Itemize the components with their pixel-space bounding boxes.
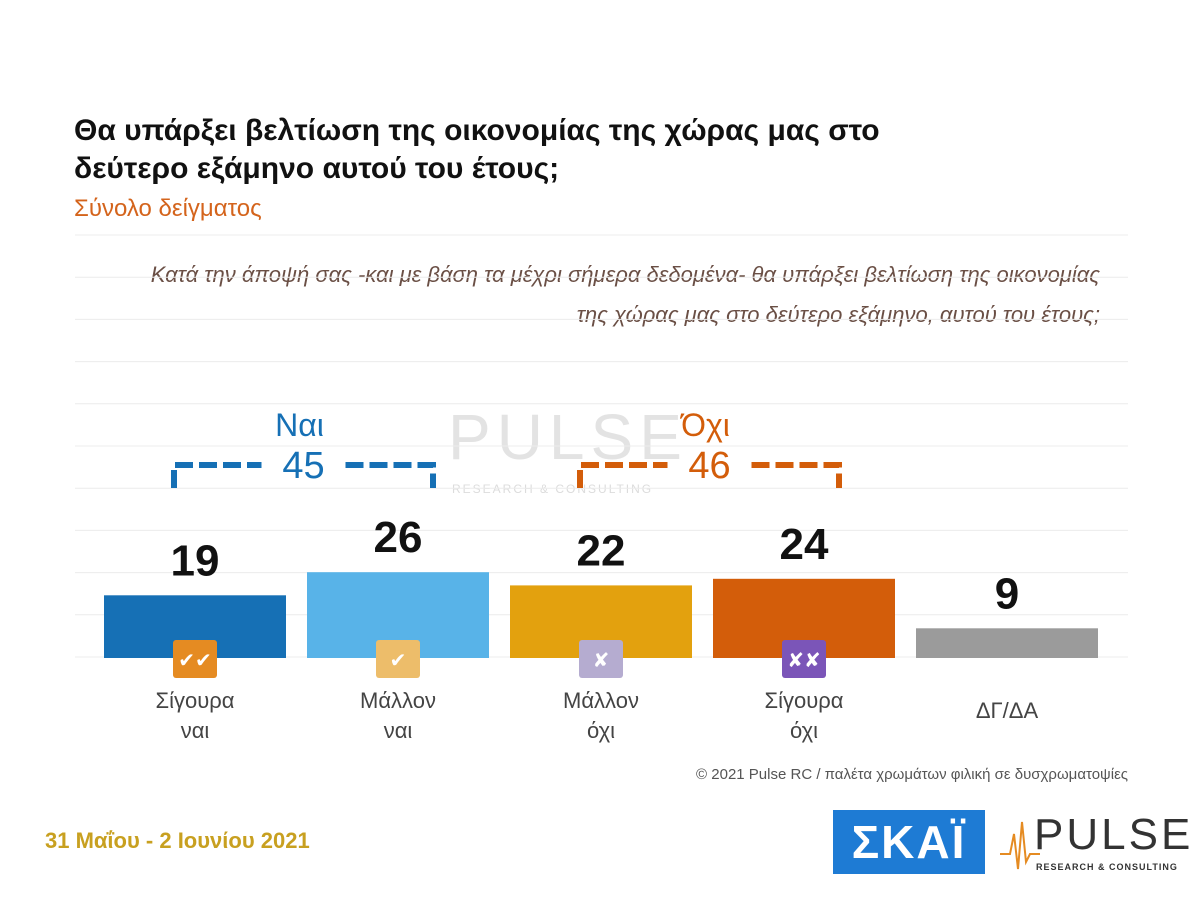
pulse-logo: PULSE RESEARCH & CONSULTING xyxy=(1000,810,1190,880)
cross-icon-glyph: ✘ xyxy=(593,648,610,672)
check-icon-glyph: ✔ xyxy=(390,648,407,672)
category-label: Σίγουρα xyxy=(765,688,844,713)
category-label: όχι xyxy=(790,718,818,743)
data-label: 26 xyxy=(374,513,423,562)
skai-logo: ΣΚΑΪ xyxy=(833,810,985,874)
pulse-watermark-tagline: RESEARCH & CONSULTING xyxy=(452,482,654,496)
double-check-icon xyxy=(173,640,217,678)
group-total: 45 xyxy=(282,445,324,487)
group-bracket-left xyxy=(171,462,262,488)
check-icon xyxy=(376,640,420,678)
pulse-logo-tagline: RESEARCH & CONSULTING xyxy=(1036,862,1178,872)
data-label: 9 xyxy=(995,569,1019,618)
category-label: όχι xyxy=(587,718,615,743)
category-label: Μάλλον xyxy=(360,688,436,713)
pulse-heartbeat-icon xyxy=(1000,821,1040,870)
double-cross-icon-glyph: ✘✘ xyxy=(787,648,821,672)
group-bracket-left xyxy=(577,462,668,488)
pulse-logo-word: PULSE xyxy=(1034,810,1194,859)
category-label: ΔΓ/ΔΑ xyxy=(976,698,1039,723)
group-bracket-right xyxy=(345,462,436,488)
category-label: Σίγουρα xyxy=(156,688,235,713)
category-label: Μάλλον xyxy=(563,688,639,713)
survey-date: 31 Μαΐου - 2 Ιουνίου 2021 xyxy=(45,828,310,853)
bar-chart: 19 Σίγουρα ναι ✔✔ 26 Μάλλον ναι ✔ 22 Μάλλον όχι ✘ 24… xyxy=(75,234,1128,743)
chart-subtitle: Σύνολο δείγματος xyxy=(74,195,262,222)
cross-icon xyxy=(579,640,623,678)
survey-question: Κατά την άποψή σας -και με βάση τα μέχρι… xyxy=(150,262,1100,327)
group-label: Όχι xyxy=(679,407,730,443)
data-label: 22 xyxy=(577,526,626,575)
chart-title: Θα υπάρξει βελτίωση της οικονομίας της χ… xyxy=(74,114,880,185)
category-label: ναι xyxy=(181,718,210,743)
double-cross-icon xyxy=(782,640,826,678)
double-check-icon-glyph: ✔✔ xyxy=(178,648,212,672)
group-label: Ναι xyxy=(275,407,324,443)
copyright-note: © 2021 Pulse RC / παλέτα χρωμάτων φιλική… xyxy=(696,766,1128,783)
category-label: ναι xyxy=(384,718,413,743)
data-label: 19 xyxy=(171,536,220,585)
data-label: 24 xyxy=(780,520,829,569)
group-total: 46 xyxy=(688,445,730,487)
bar xyxy=(916,628,1098,658)
pulse-watermark: PULSE xyxy=(448,401,688,473)
group-bracket-right xyxy=(751,462,842,488)
